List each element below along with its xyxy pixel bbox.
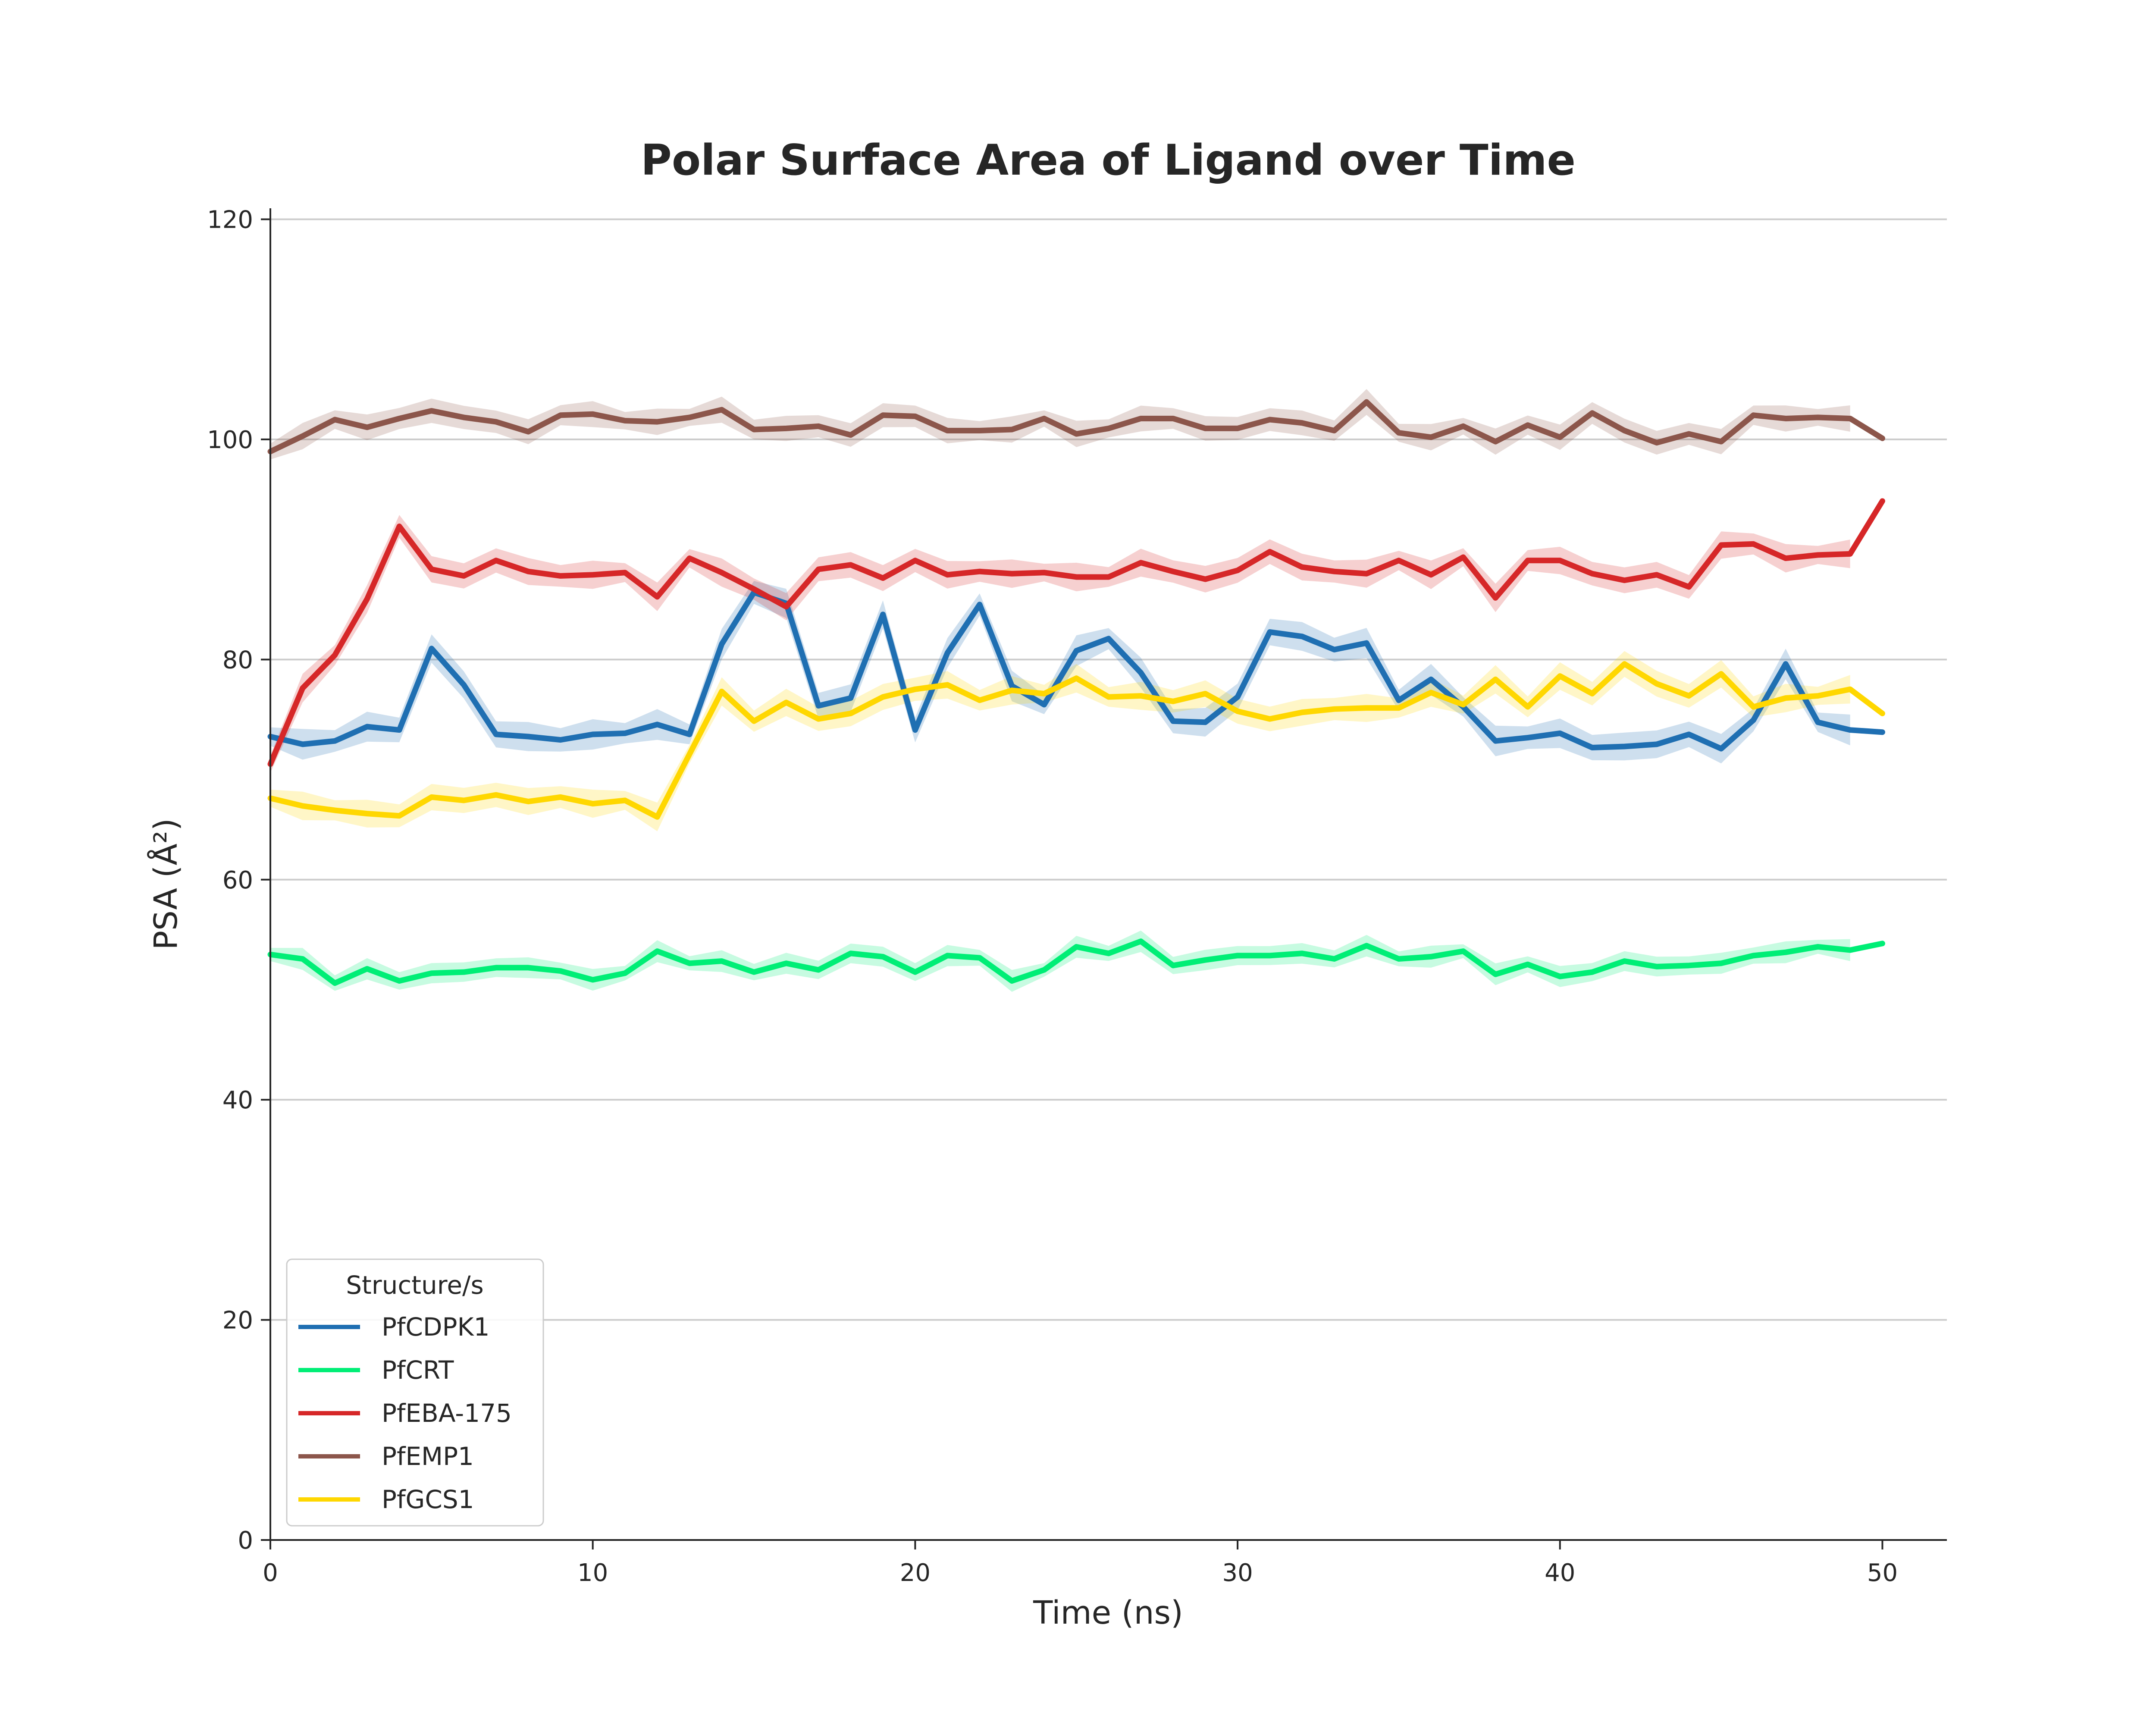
series-line-pfgcs1 <box>267 661 1885 820</box>
legend-items: PfCDPK1 PfCRT PfEBA-175 PfEMP1 PfGCS1 <box>298 1312 512 1514</box>
y-axis-label: PSA (Å²) <box>147 818 185 950</box>
y-tick-label: 60 <box>222 866 253 894</box>
legend-label: PfCDPK1 <box>382 1312 489 1342</box>
legend-label: PfCRT <box>382 1355 454 1385</box>
series-line-pfcdpk1 <box>267 590 1885 752</box>
y-tick-label: 120 <box>207 206 253 234</box>
x-tick-label: 50 <box>1867 1559 1898 1587</box>
legend: Structure/s PfCDPK1PfCRTPfEBA-175PfEMP1P… <box>286 1258 544 1527</box>
band-pfeba-175 <box>270 515 1850 773</box>
legend-label: PfEMP1 <box>382 1442 474 1471</box>
y-tick-label: 100 <box>207 426 253 454</box>
band-pfcdpk1 <box>270 581 1850 764</box>
legend-label: PfGCS1 <box>382 1485 474 1514</box>
chart-title: Polar Surface Area of Ligand over Time <box>641 136 1576 185</box>
y-tick-label: 0 <box>238 1527 253 1555</box>
legend-title: Structure/s <box>346 1270 484 1300</box>
band-pfgcs1 <box>270 651 1850 831</box>
x-tick-label: 0 <box>263 1559 278 1587</box>
x-tick-label: 10 <box>577 1559 608 1587</box>
y-tick-label: 40 <box>222 1086 253 1114</box>
y-tick-label: 20 <box>222 1307 253 1335</box>
x-axis-label: Time (ns) <box>1033 1594 1183 1631</box>
y-tick-label: 80 <box>222 646 253 674</box>
axes <box>270 208 1947 1541</box>
legend-label: PfEBA-175 <box>382 1399 512 1428</box>
gridlines <box>270 218 1947 1321</box>
x-ticks: 0 10 20 30 40 50 <box>263 1540 1898 1587</box>
series-line-pfemp1 <box>267 399 1885 455</box>
series-line-pfeba-175 <box>267 498 1885 767</box>
x-tick-label: 40 <box>1545 1559 1575 1587</box>
x-tick-label: 20 <box>900 1559 931 1587</box>
series-line-pfcrt <box>267 938 1885 986</box>
y-ticks: 0 20 40 60 80 100 120 <box>207 206 270 1555</box>
x-tick-label: 30 <box>1222 1559 1253 1587</box>
series-lines <box>267 399 1885 986</box>
